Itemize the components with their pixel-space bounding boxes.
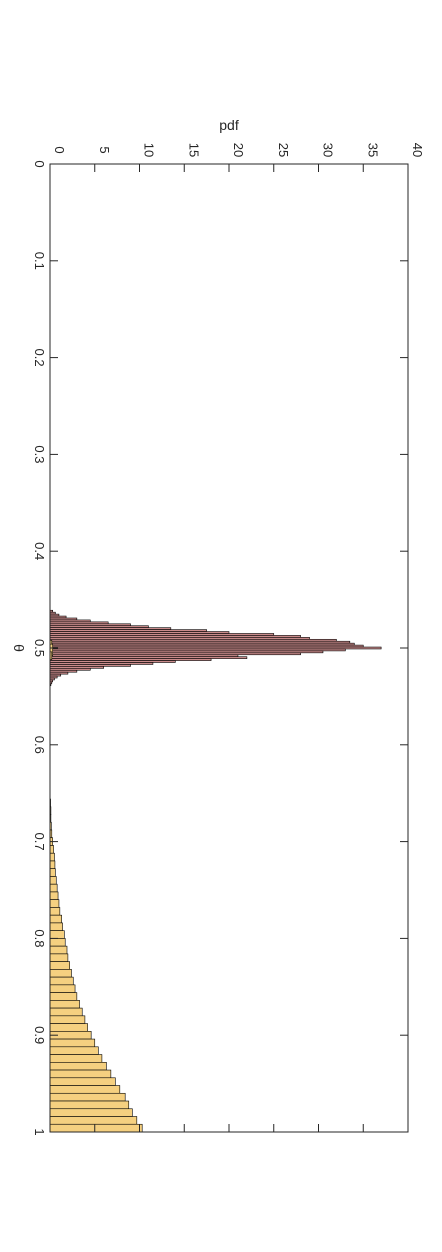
bar bbox=[49, 860, 56, 870]
bar bbox=[49, 1015, 86, 1024]
bar bbox=[49, 1023, 88, 1032]
x-tick-label: 0.5 bbox=[32, 639, 47, 657]
bar bbox=[49, 845, 54, 854]
bar bbox=[49, 1077, 116, 1086]
x-axis: 0 0.1 0.2 0.3 0.4 0.5 0.6 0.7 0.8 0.9 1 bbox=[32, 160, 408, 1136]
x-tick-label: 0.6 bbox=[32, 736, 47, 754]
bar bbox=[49, 1092, 126, 1102]
bar bbox=[49, 1100, 130, 1110]
x-tick-label: 0.4 bbox=[32, 542, 47, 560]
y-tick-label: 0 bbox=[52, 146, 67, 153]
bar bbox=[49, 930, 65, 939]
x-axis-label: θ bbox=[11, 644, 27, 652]
x-tick-label: 0.9 bbox=[32, 1026, 47, 1044]
bar bbox=[49, 1046, 99, 1055]
bar bbox=[49, 1007, 83, 1017]
bars-series-1 bbox=[49, 609, 382, 687]
bar bbox=[49, 1116, 138, 1125]
x-tick-label: 0.7 bbox=[32, 833, 47, 851]
bar bbox=[49, 1108, 133, 1117]
bar bbox=[49, 1038, 96, 1048]
bar bbox=[49, 1085, 121, 1094]
bar bbox=[49, 1000, 80, 1009]
x-tick-label: 1 bbox=[32, 1128, 47, 1135]
y-tick-label: 30 bbox=[321, 143, 336, 157]
y-axis: 0 5 10 15 20 25 30 35 40 bbox=[49, 143, 425, 1132]
x-tick-label: 0 bbox=[32, 160, 47, 167]
bar bbox=[49, 907, 61, 916]
bar bbox=[49, 1062, 107, 1071]
bar bbox=[49, 876, 57, 885]
y-tick-label: 40 bbox=[410, 143, 425, 157]
y-tick-label: 5 bbox=[97, 146, 112, 153]
y-tick-label: 35 bbox=[365, 143, 380, 157]
bar bbox=[49, 891, 59, 900]
bar bbox=[49, 961, 70, 970]
bar bbox=[49, 899, 60, 908]
bar bbox=[49, 922, 63, 931]
bar bbox=[49, 852, 55, 862]
bar bbox=[49, 976, 74, 986]
y-tick-label: 25 bbox=[276, 143, 291, 157]
bar bbox=[49, 914, 62, 924]
bar bbox=[49, 938, 66, 947]
bar bbox=[49, 1069, 112, 1079]
bar bbox=[49, 945, 68, 955]
bar bbox=[49, 984, 76, 993]
bars-series-2 bbox=[49, 639, 143, 1133]
bar bbox=[49, 969, 72, 978]
y-tick-label: 10 bbox=[142, 143, 157, 157]
bar bbox=[49, 883, 58, 893]
x-tick-label: 0.1 bbox=[32, 252, 47, 270]
bar bbox=[49, 1054, 103, 1063]
y-tick-label: 20 bbox=[231, 143, 246, 157]
bar bbox=[49, 953, 69, 962]
x-tick-label: 0.8 bbox=[32, 929, 47, 947]
x-tick-label: 0.3 bbox=[32, 445, 47, 463]
bar bbox=[49, 992, 78, 1001]
y-tick-label: 15 bbox=[186, 143, 201, 157]
bar bbox=[49, 868, 56, 877]
x-tick-label: 0.2 bbox=[32, 349, 47, 367]
y-axis-label: pdf bbox=[219, 117, 239, 133]
bar bbox=[49, 1123, 143, 1133]
